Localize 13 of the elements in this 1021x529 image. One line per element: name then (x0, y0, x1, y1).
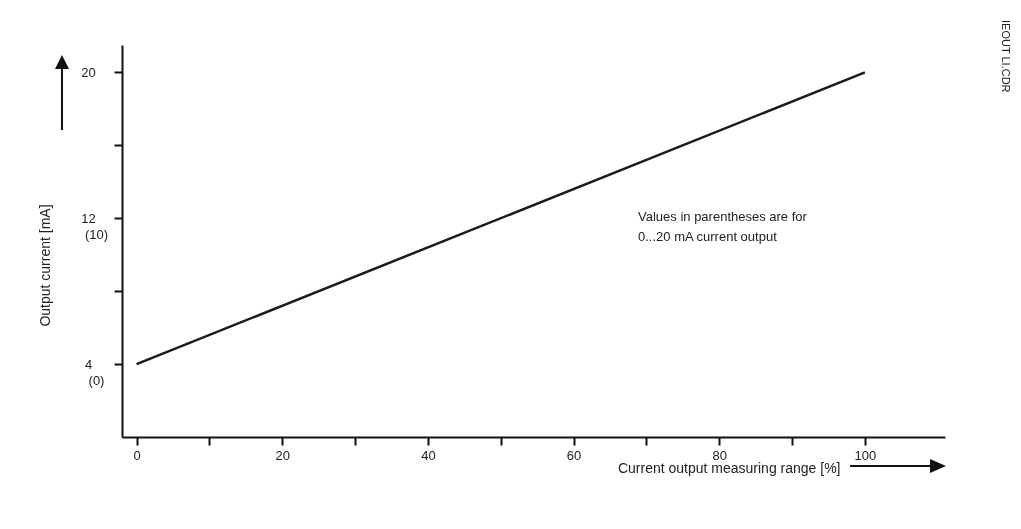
y-tick-label: 20 (81, 64, 96, 80)
x-tick-label: 60 (566, 447, 582, 463)
x-tick-label: 20 (275, 447, 290, 463)
annotation: Values in parentheses are for 0...20 mA current output (638, 208, 808, 246)
y2-tick-label: (0) (88, 372, 105, 388)
y-axis-title: Output current [mA] (36, 204, 53, 327)
y-tick-label: 12 (81, 210, 96, 226)
x-tick-label: 40 (421, 447, 436, 463)
x-tick-label: 0 (133, 447, 141, 463)
y2-tick-label: (10) (84, 226, 109, 242)
text: IEOUT LI.CDR (1000, 20, 1012, 93)
x-tick-label: 100 (854, 447, 877, 463)
y-tick-label: 4 (84, 356, 93, 372)
